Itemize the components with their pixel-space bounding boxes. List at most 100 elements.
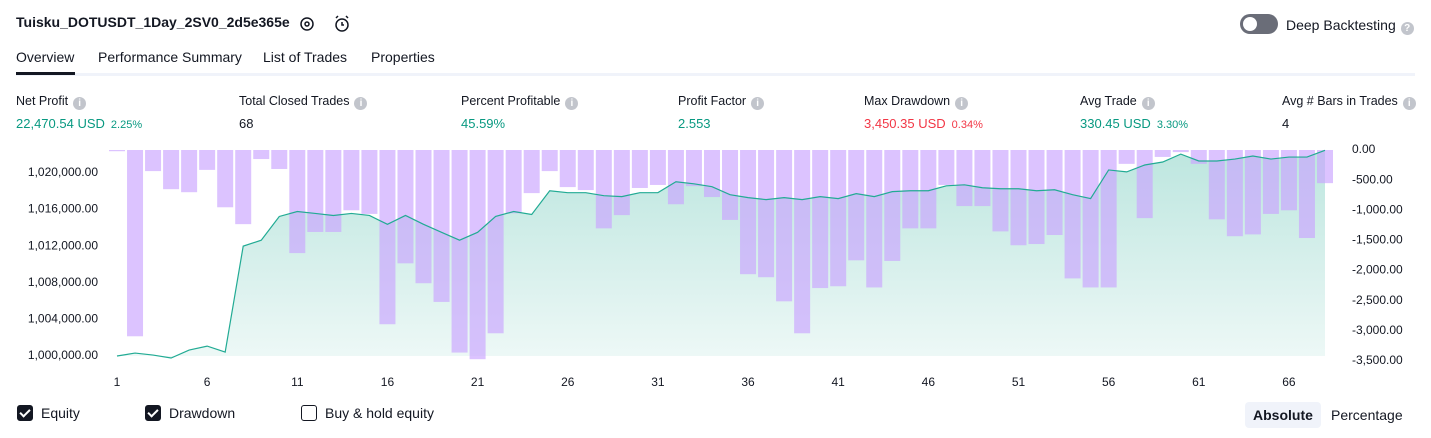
tab[interactable]: Properties	[371, 49, 435, 65]
legend-label: Equity	[41, 405, 80, 421]
drawdown-bar	[163, 150, 180, 190]
drawdown-bar	[1118, 150, 1135, 164]
drawdown-bar	[307, 150, 324, 232]
info-icon: i	[1402, 97, 1416, 110]
drawdown-bar	[830, 150, 847, 287]
legend-item[interactable]: Drawdown	[145, 405, 235, 421]
drawdown-bar	[1100, 150, 1117, 288]
drawdown-bar	[325, 150, 342, 232]
metric-label-text: Avg Trade	[1080, 94, 1137, 108]
x-tick-label: 66	[1282, 375, 1296, 389]
drawdown-bar	[415, 150, 432, 284]
metric: Avg # Bars in Trades i 4	[1282, 94, 1416, 131]
tab-underline	[16, 72, 75, 75]
drawdown-bar	[740, 150, 757, 275]
tab[interactable]: List of Trades	[263, 49, 348, 65]
info-icon: i	[565, 97, 579, 110]
drawdown-bar	[397, 150, 414, 264]
drawdown-bar	[181, 150, 198, 193]
checkbox	[301, 405, 317, 421]
drawdown-bar	[559, 150, 576, 188]
drawdown-bar	[127, 150, 144, 337]
checkbox	[145, 405, 161, 421]
drawdown-bar	[649, 150, 666, 185]
drawdown-bar	[271, 150, 288, 169]
info-icon: i	[73, 97, 87, 110]
drawdown-bar	[1190, 150, 1207, 164]
info-icon: i	[751, 97, 765, 110]
legend-label: Drawdown	[169, 405, 236, 421]
y2-tick-label: 0.00	[1352, 142, 1376, 156]
drawdown-bar	[145, 150, 162, 172]
drawdown-bar	[541, 150, 558, 172]
deep-backtesting-toggle[interactable]	[1240, 14, 1278, 34]
info-icon: i	[955, 97, 969, 110]
metric-label: Net Profit i	[16, 94, 142, 110]
drawdown-bar	[1317, 150, 1333, 184]
drawdown-bar	[1010, 150, 1027, 246]
drawdown-bar	[595, 150, 612, 229]
checkbox	[17, 405, 33, 421]
legend-item[interactable]: Equity	[17, 405, 80, 421]
y2-tick-label: -3,500.00	[1352, 353, 1403, 367]
drawdown-bar	[1262, 150, 1279, 214]
x-tick-label: 36	[741, 375, 755, 389]
drawdown-bar	[974, 150, 991, 207]
drawdown-bar	[722, 150, 739, 220]
drawdown-bar	[1298, 150, 1315, 239]
drawdown-bar	[1082, 150, 1099, 288]
drawdown-bar	[920, 150, 937, 229]
metric-label: Max Drawdown i	[864, 94, 983, 110]
legend-label: Buy & hold equity	[325, 405, 434, 421]
x-tick-label: 46	[922, 375, 936, 389]
legend-item[interactable]: Buy & hold equity	[301, 405, 434, 421]
tab[interactable]: Performance Summary	[98, 49, 242, 65]
metric-value: 2.553	[678, 116, 764, 131]
metric-change: 3.30%	[1156, 119, 1189, 131]
metric-value-text: 330.45 USD	[1080, 116, 1151, 131]
metric: Total Closed Trades i 68	[239, 94, 368, 131]
drawdown-bar	[703, 150, 720, 198]
drawdown-bar	[884, 150, 901, 261]
drawdown-bar	[433, 150, 450, 302]
x-tick-label: 21	[471, 375, 485, 389]
metric-label-text: Total Closed Trades	[239, 94, 350, 108]
metric-label: Total Closed Trades i	[239, 94, 368, 110]
view-button[interactable]: Absolute	[1245, 402, 1321, 428]
x-tick-label: 1	[114, 375, 121, 389]
drawdown-bar	[667, 150, 684, 205]
tab[interactable]: Overview	[16, 49, 75, 65]
metric-value: 22,470.54 USD 2.25%	[16, 116, 142, 131]
drawdown-bar	[577, 150, 594, 191]
y2-tick-label: -2,500.00	[1352, 293, 1403, 307]
metric-label-text: Avg # Bars in Trades	[1282, 94, 1398, 108]
view-button[interactable]: Percentage	[1331, 407, 1403, 423]
metric-value-text: 68	[239, 116, 254, 131]
strategy-title: Tuisku_DOTUSDT_1Day_2SV0_2d5e365e	[16, 14, 290, 30]
metric-value-text: 45.59%	[461, 116, 506, 131]
drawdown-bar	[1172, 150, 1189, 153]
x-tick-label: 6	[204, 375, 211, 389]
metric-label: Percent Profitable i	[461, 94, 579, 110]
drawdown-bar	[613, 150, 630, 216]
y-tick-label: 1,004,000.00	[28, 312, 98, 326]
y-tick-label: 1,000,000.00	[28, 348, 98, 362]
y-tick-label: 1,016,000.00	[28, 202, 98, 216]
drawdown-bar	[469, 150, 486, 360]
metric: Net Profit i 22,470.54 USD 2.25%	[16, 94, 142, 131]
header-icons[interactable]	[298, 14, 358, 34]
metric-label-text: Profit Factor	[678, 94, 747, 108]
toggle-text: Deep Backtesting	[1286, 17, 1396, 33]
x-tick-label: 11	[291, 375, 304, 389]
drawdown-bar	[217, 150, 234, 208]
metric: Avg Trade i 330.45 USD 3.30%	[1080, 94, 1188, 131]
x-tick-label: 51	[1012, 375, 1026, 389]
metric-change: 0.34%	[951, 119, 983, 131]
drawdown-bar	[1226, 150, 1243, 237]
y2-tick-label: -500.00	[1352, 172, 1393, 186]
drawdown-bar	[109, 150, 125, 152]
drawdown-bar	[1244, 150, 1261, 235]
metric-change: 2.25%	[110, 119, 143, 131]
y-tick-label: 1,020,000.00	[28, 165, 98, 179]
